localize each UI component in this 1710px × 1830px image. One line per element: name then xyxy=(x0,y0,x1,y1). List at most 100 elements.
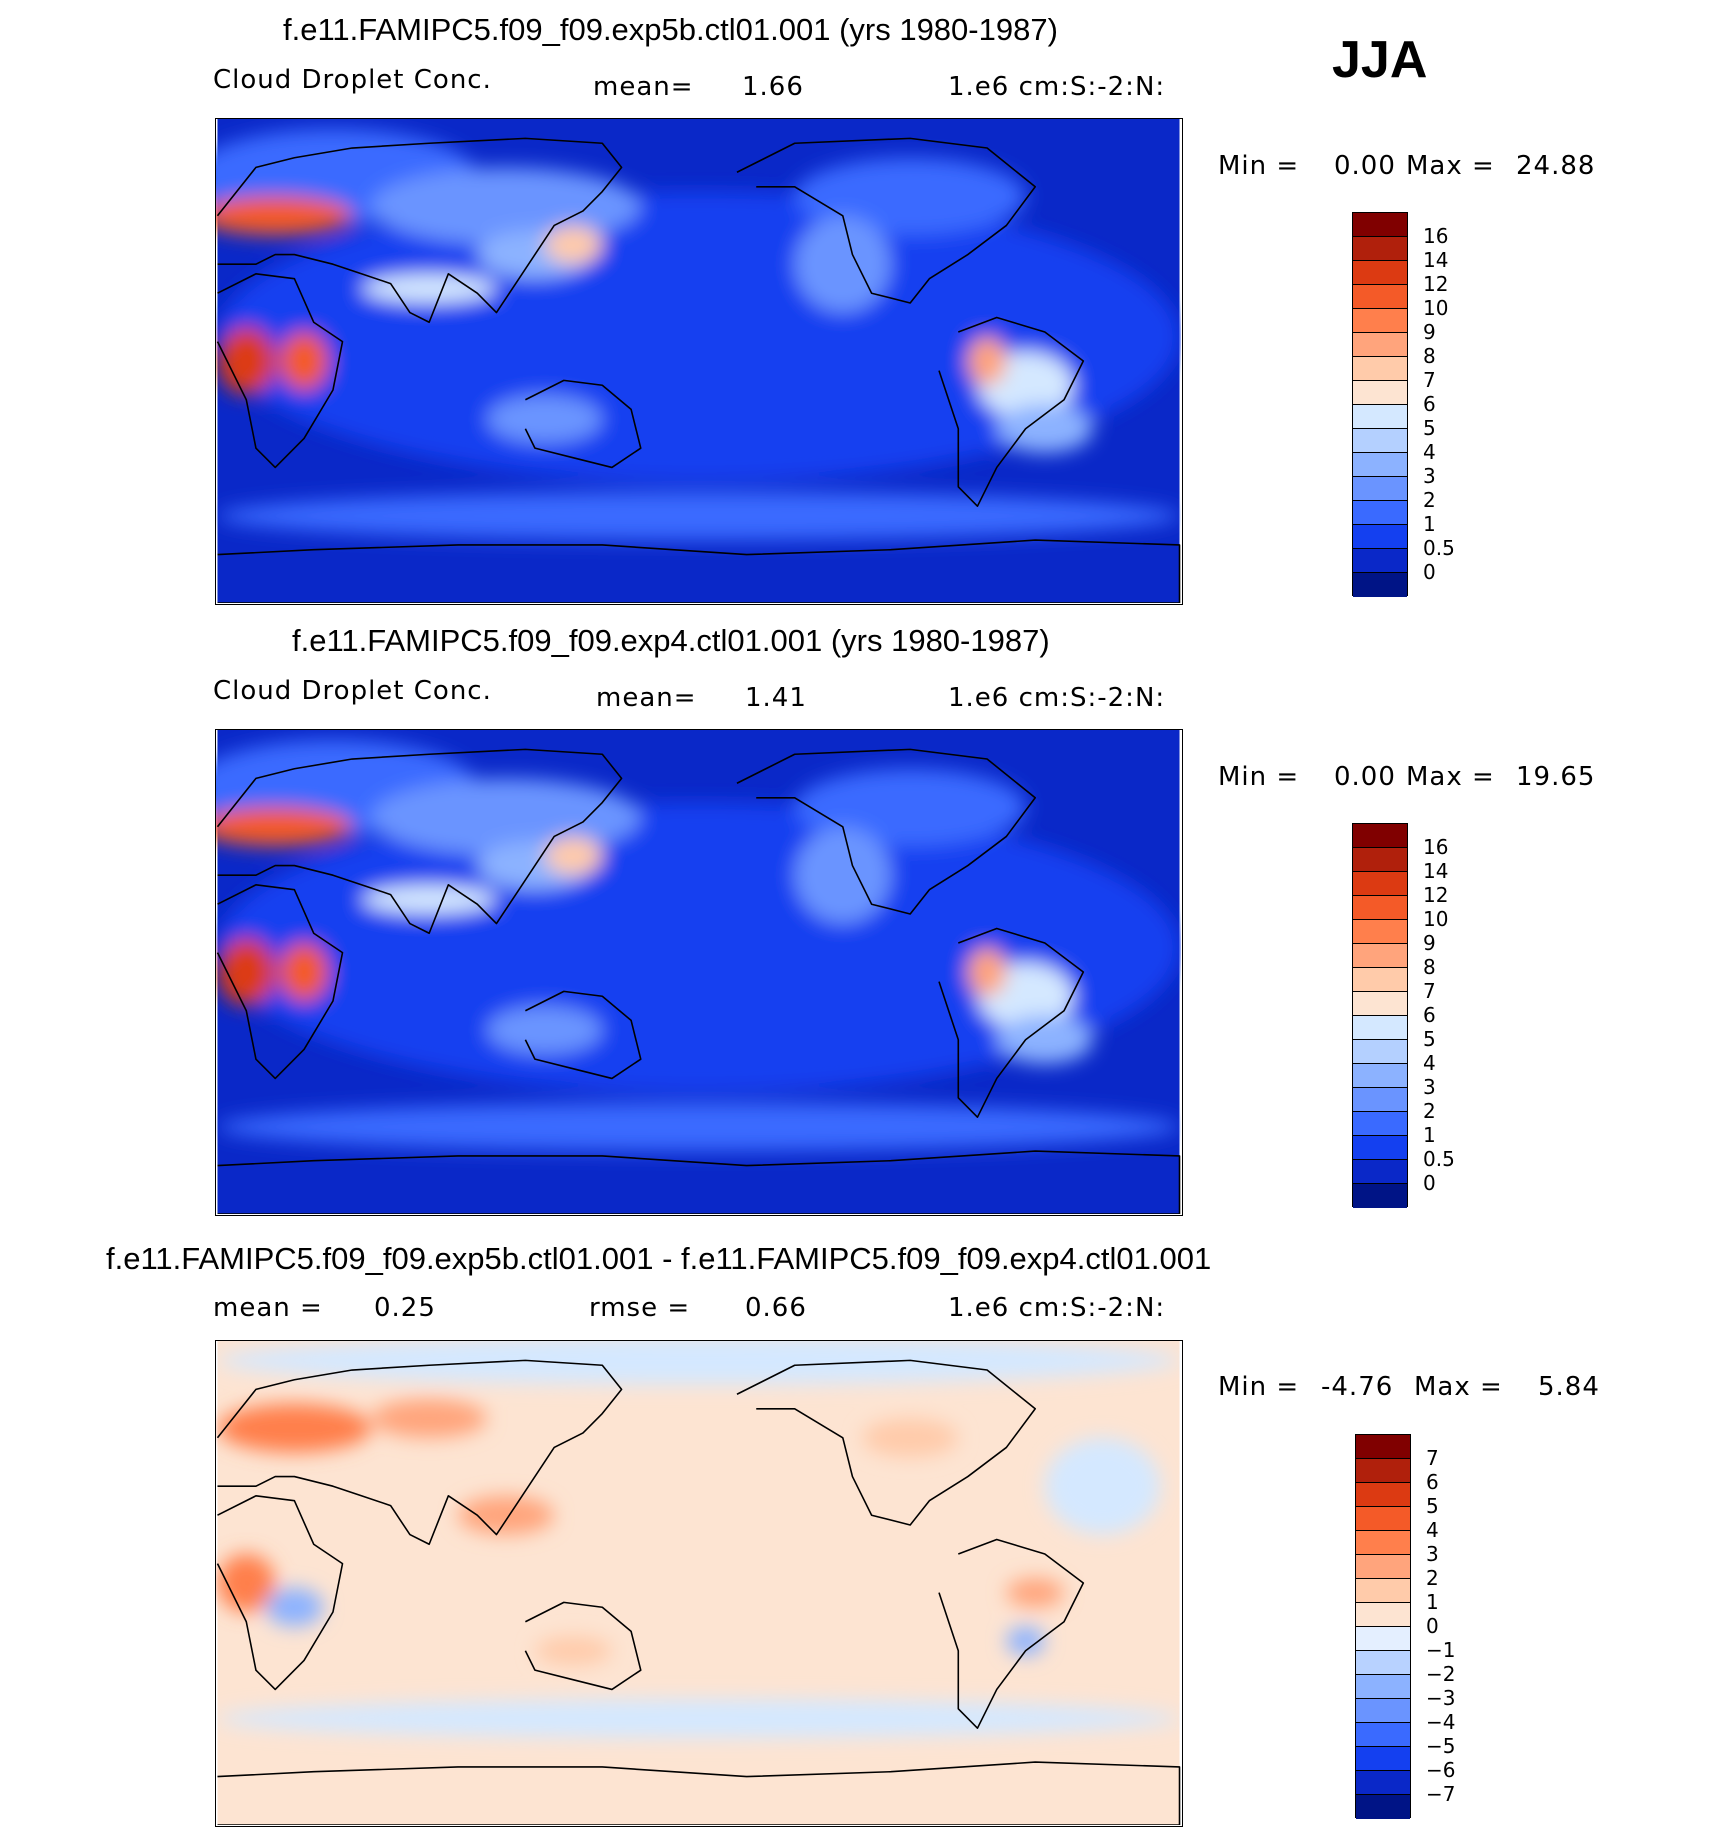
colorbar-tick-label: −1 xyxy=(1426,1638,1456,1662)
colorbar-segment xyxy=(1356,1603,1410,1627)
colorbar-segment xyxy=(1353,944,1407,968)
colorbar-tick-label: 4 xyxy=(1423,1051,1436,1075)
colorbar-tick-label: 8 xyxy=(1423,955,1436,979)
panel-middle-colorbar xyxy=(1352,823,1408,1208)
colorbar-segment xyxy=(1353,285,1407,309)
colorbar-tick-label: 9 xyxy=(1423,320,1436,344)
panel-middle-mean-value: 1.41 xyxy=(745,683,807,713)
panel-top-min-label: Min = xyxy=(1218,151,1300,181)
colorbar-tick-label: 1 xyxy=(1426,1590,1439,1614)
colorbar-segment xyxy=(1353,1136,1407,1160)
colorbar-segment xyxy=(1353,381,1407,405)
panel-middle-max-value: 19.65 xyxy=(1516,762,1596,792)
colorbar-segment xyxy=(1353,1160,1407,1184)
colorbar-segment xyxy=(1353,333,1407,357)
panel-middle-variable: Cloud Droplet Conc. xyxy=(213,676,492,706)
colorbar-tick-label: 3 xyxy=(1423,1075,1436,1099)
colorbar-segment xyxy=(1356,1699,1410,1723)
panel-bottom-mean-label: mean = xyxy=(213,1293,323,1323)
colorbar-tick-label: 14 xyxy=(1423,859,1449,883)
panel-bottom-rmse-label: rmse = xyxy=(589,1293,691,1323)
colorbar-segment xyxy=(1353,1064,1407,1088)
panel-top-map xyxy=(215,118,1183,605)
colorbar-tick-label: 3 xyxy=(1426,1542,1439,1566)
colorbar-tick-label: 8 xyxy=(1423,344,1436,368)
colorbar-tick-label: 12 xyxy=(1423,883,1449,907)
panel-bottom-map-field xyxy=(216,1341,1181,1825)
colorbar-tick-label: −4 xyxy=(1426,1710,1456,1734)
panel-bottom-max-label: Max = xyxy=(1414,1372,1503,1402)
panel-bottom-map xyxy=(215,1340,1183,1827)
colorbar-segment xyxy=(1356,1723,1410,1747)
colorbar-segment xyxy=(1356,1795,1410,1819)
colorbar-tick-label: 6 xyxy=(1423,392,1436,416)
panel-middle-map-field xyxy=(216,730,1181,1214)
colorbar-tick-label: 12 xyxy=(1423,272,1449,296)
colorbar-tick-label: 7 xyxy=(1426,1446,1439,1470)
colorbar-segment xyxy=(1353,237,1407,261)
colorbar-tick-label: 1 xyxy=(1423,512,1436,536)
colorbar-segment xyxy=(1353,848,1407,872)
panel-top-max-label: Max = xyxy=(1406,151,1495,181)
colorbar-tick-label: 6 xyxy=(1426,1470,1439,1494)
panel-bottom-title: f.e11.FAMIPC5.f09_f09.exp5b.ctl01.001 - … xyxy=(106,1241,1212,1276)
colorbar-segment xyxy=(1356,1771,1410,1795)
colorbar-segment xyxy=(1356,1747,1410,1771)
colorbar-segment xyxy=(1356,1435,1410,1459)
panel-middle-max-label: Max = xyxy=(1406,762,1495,792)
colorbar-segment xyxy=(1353,992,1407,1016)
panel-top-colorbar xyxy=(1352,212,1408,597)
colorbar-tick-label: 2 xyxy=(1423,1099,1436,1123)
panel-top-mean-label: mean= xyxy=(593,72,694,102)
panel-middle-min-label: Min = xyxy=(1218,762,1300,792)
panel-top-max-value: 24.88 xyxy=(1516,151,1596,181)
colorbar-segment xyxy=(1353,309,1407,333)
colorbar-segment xyxy=(1353,573,1407,597)
colorbar-segment xyxy=(1353,1040,1407,1064)
panel-top-mean-value: 1.66 xyxy=(742,72,804,102)
colorbar-segment xyxy=(1353,920,1407,944)
colorbar-segment xyxy=(1356,1459,1410,1483)
colorbar-tick-label: 5 xyxy=(1423,416,1436,440)
panel-bottom-colorbar xyxy=(1355,1434,1411,1819)
colorbar-segment xyxy=(1353,477,1407,501)
colorbar-tick-label: −3 xyxy=(1426,1686,1456,1710)
colorbar-segment xyxy=(1353,1112,1407,1136)
colorbar-segment xyxy=(1353,968,1407,992)
colorbar-segment xyxy=(1353,1184,1407,1208)
colorbar-tick-label: 4 xyxy=(1423,440,1436,464)
colorbar-tick-label: 14 xyxy=(1423,248,1449,272)
panel-bottom-min-value: -4.76 xyxy=(1321,1372,1394,1402)
panel-bottom-rmse-value: 0.66 xyxy=(745,1293,807,1323)
colorbar-segment xyxy=(1353,501,1407,525)
colorbar-tick-label: 16 xyxy=(1423,835,1449,859)
panel-bottom-max-value: 5.84 xyxy=(1538,1372,1600,1402)
colorbar-segment xyxy=(1356,1507,1410,1531)
colorbar-tick-label: 0 xyxy=(1426,1614,1439,1638)
colorbar-tick-label: 7 xyxy=(1423,979,1436,1003)
colorbar-segment xyxy=(1353,1088,1407,1112)
colorbar-segment xyxy=(1353,549,1407,573)
colorbar-segment xyxy=(1353,261,1407,285)
panel-middle-min-value: 0.00 xyxy=(1334,762,1396,792)
colorbar-segment xyxy=(1353,357,1407,381)
colorbar-segment xyxy=(1353,213,1407,237)
colorbar-tick-label: −5 xyxy=(1426,1734,1456,1758)
colorbar-segment xyxy=(1356,1483,1410,1507)
panel-middle-mean-label: mean= xyxy=(596,683,697,713)
colorbar-segment xyxy=(1353,453,1407,477)
colorbar-segment xyxy=(1356,1651,1410,1675)
colorbar-tick-label: 5 xyxy=(1423,1027,1436,1051)
colorbar-segment xyxy=(1356,1579,1410,1603)
colorbar-tick-label: 16 xyxy=(1423,224,1449,248)
panel-bottom-units: 1.e6 cm:S:-2:N: xyxy=(948,1293,1166,1323)
colorbar-tick-label: −7 xyxy=(1426,1782,1456,1806)
colorbar-segment xyxy=(1356,1675,1410,1699)
colorbar-segment xyxy=(1353,405,1407,429)
colorbar-segment xyxy=(1353,824,1407,848)
season-label: JJA xyxy=(1332,31,1428,89)
panel-bottom-mean-value: 0.25 xyxy=(374,1293,436,1323)
colorbar-tick-label: 1 xyxy=(1423,1123,1436,1147)
colorbar-tick-label: 3 xyxy=(1423,464,1436,488)
colorbar-tick-label: 0 xyxy=(1423,560,1436,584)
